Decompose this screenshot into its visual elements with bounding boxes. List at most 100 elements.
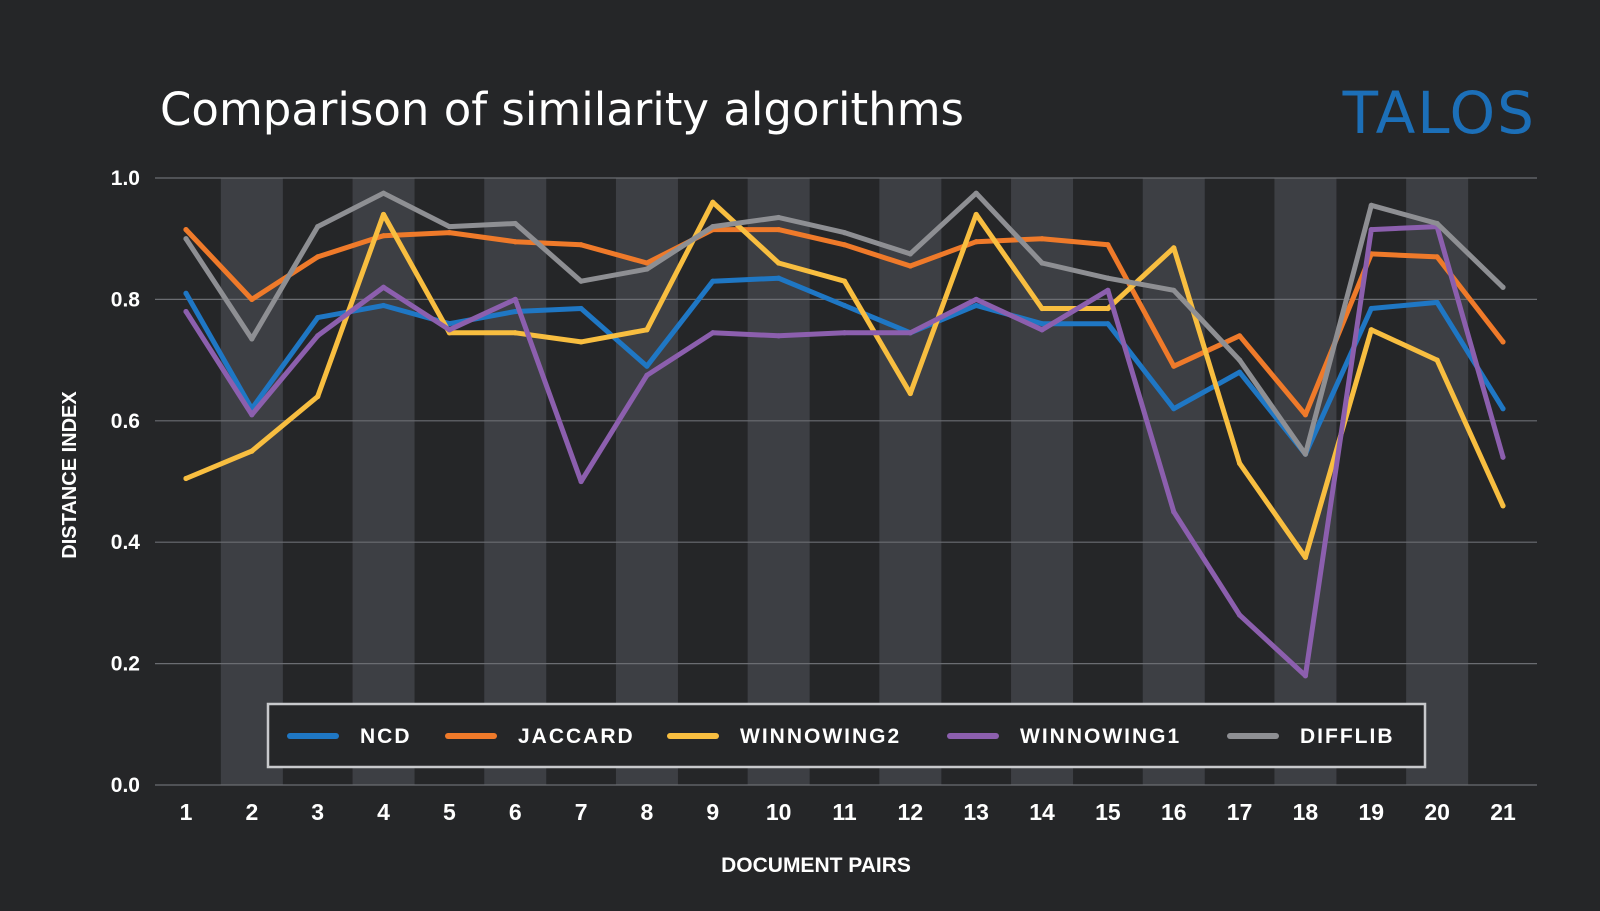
data-point-ncd — [183, 290, 189, 296]
data-point-ncd — [644, 363, 650, 369]
data-point-ncd — [380, 302, 387, 309]
data-point-winnowing2 — [1302, 554, 1309, 560]
data-point-ncd — [1368, 305, 1374, 312]
data-point-winnowing1 — [578, 478, 584, 485]
data-point-difflib — [1039, 260, 1045, 266]
data-point-winnowing2 — [249, 448, 255, 454]
data-point-difflib — [315, 223, 321, 230]
legend-label: WINNOWING1 — [1020, 725, 1181, 748]
data-point-ncd — [1237, 369, 1243, 375]
data-point-ncd — [315, 315, 321, 321]
x-axis-label: DOCUMENT PAIRS — [721, 854, 911, 877]
data-point-jaccard — [644, 260, 650, 266]
band-4 — [352, 178, 415, 785]
data-point-jaccard — [907, 263, 913, 269]
data-point-jaccard — [1500, 339, 1506, 345]
data-point-ncd — [446, 321, 452, 327]
data-point-winnowing1 — [1500, 454, 1506, 460]
data-point-ncd — [1500, 406, 1506, 412]
chart-title: Comparison of similarity algorithms — [160, 83, 964, 136]
y-tick-label: 0.8 — [111, 288, 141, 311]
data-point-ncd — [973, 302, 979, 309]
data-point-ncd — [776, 275, 782, 281]
data-point-winnowing1 — [776, 333, 782, 339]
data-point-jaccard — [841, 242, 848, 248]
x-tick-label: 2 — [245, 799, 258, 825]
data-point-winnowing2 — [973, 211, 979, 218]
data-point-winnowing2 — [1039, 305, 1045, 312]
data-point-difflib — [1434, 220, 1440, 227]
data-point-difflib — [578, 278, 584, 284]
data-point-winnowing1 — [841, 330, 848, 336]
data-point-jaccard — [249, 296, 255, 302]
data-point-winnowing2 — [183, 475, 189, 482]
data-point-difflib — [1368, 202, 1374, 208]
legend-item-ncd: NCD — [287, 725, 410, 748]
data-point-winnowing2 — [315, 393, 321, 400]
data-point-winnowing1 — [380, 284, 387, 290]
data-point-winnowing2 — [710, 199, 716, 205]
y-tick-label: 0.4 — [111, 531, 141, 554]
x-tick-label: 16 — [1161, 799, 1187, 825]
x-tick-label: 3 — [311, 799, 324, 825]
data-point-winnowing1 — [1237, 612, 1243, 618]
data-point-jaccard — [512, 239, 518, 245]
x-tick-label: 5 — [443, 799, 456, 825]
data-point-jaccard — [1237, 333, 1243, 339]
x-tick-label: 15 — [1095, 799, 1121, 825]
data-point-difflib — [183, 236, 189, 242]
data-point-ncd — [1105, 321, 1111, 327]
data-point-winnowing2 — [1434, 357, 1440, 363]
y-axis-ticks: 0.0 0.2 0.4 0.6 0.8 1.0 — [111, 167, 141, 797]
data-point-winnowing1 — [907, 330, 913, 336]
y-axis-label: DISTANCE INDEX — [59, 391, 81, 559]
data-point-difflib — [710, 223, 716, 230]
data-point-difflib — [1237, 357, 1243, 363]
data-point-difflib — [1302, 451, 1309, 457]
data-point-winnowing2 — [841, 278, 848, 284]
y-tick-label: 0.6 — [111, 410, 140, 433]
x-tick-label: 7 — [575, 799, 588, 825]
data-point-jaccard — [315, 254, 321, 260]
legend-item-jaccard: JACCARD — [445, 725, 633, 748]
data-point-jaccard — [380, 233, 387, 239]
x-tick-label: 21 — [1490, 799, 1516, 825]
band-12 — [879, 178, 942, 785]
x-tick-label: 4 — [377, 799, 390, 825]
data-point-difflib — [446, 223, 452, 230]
data-point-winnowing1 — [1368, 226, 1374, 233]
data-point-difflib — [1105, 275, 1111, 281]
x-tick-label: 10 — [766, 799, 792, 825]
data-point-difflib — [1500, 284, 1506, 290]
data-point-winnowing2 — [1237, 460, 1243, 466]
band-6 — [484, 178, 547, 785]
legend-label: DIFFLIB — [1300, 725, 1394, 748]
data-point-winnowing1 — [1302, 673, 1309, 679]
data-point-winnowing1 — [973, 296, 979, 302]
legend-label: WINNOWING2 — [740, 725, 901, 748]
data-point-difflib — [249, 336, 255, 342]
legend-item-winnowing2: WINNOWING2 — [667, 725, 901, 748]
data-point-winnowing1 — [512, 296, 518, 302]
data-point-jaccard — [1171, 363, 1177, 369]
data-point-winnowing2 — [380, 211, 387, 218]
x-tick-label: 17 — [1227, 799, 1253, 825]
data-point-winnowing1 — [710, 330, 716, 336]
data-point-winnowing1 — [446, 327, 452, 333]
talos-logo: TALOS — [1342, 79, 1536, 147]
legend-item-difflib: DIFFLIB — [1227, 725, 1394, 748]
data-point-difflib — [841, 230, 848, 236]
x-tick-label: 9 — [706, 799, 719, 825]
y-tick-label: 0.0 — [111, 774, 140, 797]
data-point-winnowing2 — [578, 339, 584, 345]
data-point-ncd — [1039, 321, 1045, 327]
x-tick-label: 13 — [963, 799, 989, 825]
data-point-winnowing2 — [644, 327, 650, 333]
data-point-jaccard — [1434, 254, 1440, 260]
data-point-difflib — [1171, 287, 1177, 293]
data-point-ncd — [1434, 299, 1440, 306]
data-point-winnowing1 — [1105, 287, 1111, 293]
data-point-winnowing1 — [249, 412, 255, 418]
